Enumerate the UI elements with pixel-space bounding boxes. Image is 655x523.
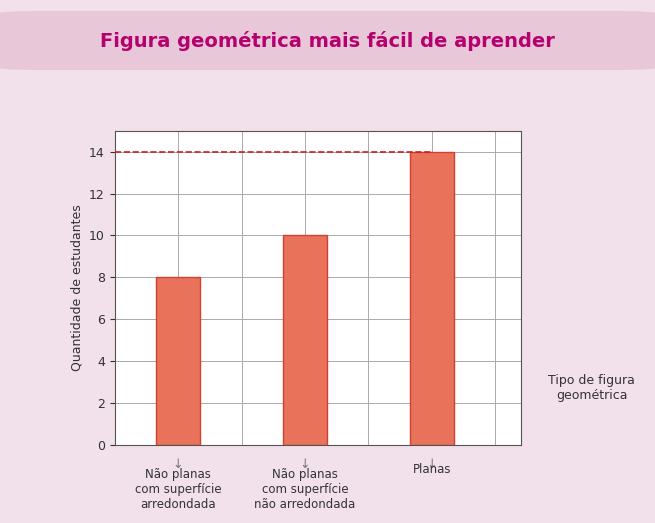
Text: ↓: ↓ xyxy=(300,458,310,471)
Text: ↓: ↓ xyxy=(426,458,437,471)
Bar xyxy=(283,235,328,445)
Y-axis label: Quantidade de estudantes: Quantidade de estudantes xyxy=(71,204,83,371)
Text: Não planas
com superfície
não arredondada: Não planas com superfície não arredondad… xyxy=(254,468,356,511)
Text: Planas: Planas xyxy=(413,463,451,476)
Text: Figura geométrica mais fácil de aprender: Figura geométrica mais fácil de aprender xyxy=(100,30,555,51)
Bar xyxy=(409,152,454,445)
Text: Não planas
com superfície
arredondada: Não planas com superfície arredondada xyxy=(135,468,221,511)
Text: ↓: ↓ xyxy=(173,458,183,471)
Bar xyxy=(156,277,200,445)
FancyBboxPatch shape xyxy=(0,12,655,70)
Text: Tipo de figura
geométrica: Tipo de figura geométrica xyxy=(548,374,635,402)
